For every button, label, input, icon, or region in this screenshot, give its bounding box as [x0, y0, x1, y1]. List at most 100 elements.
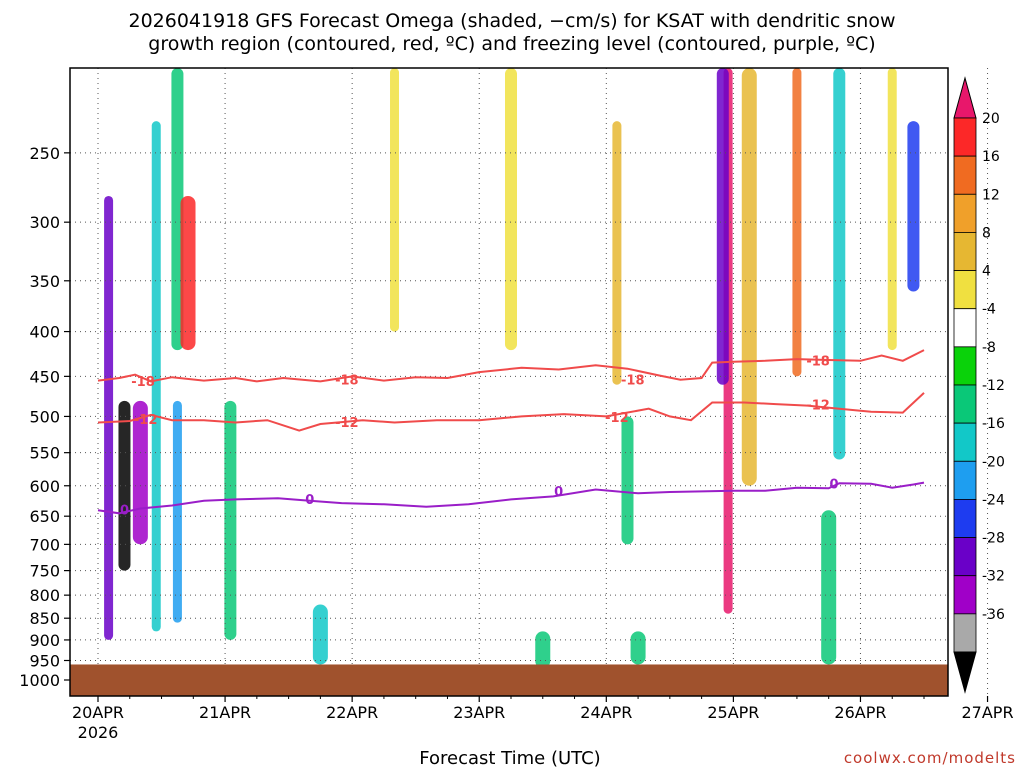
omega-shading	[104, 68, 920, 669]
colorbar-swatch	[953, 193, 977, 233]
contour-label: -12	[605, 411, 629, 426]
omega-cell	[312, 604, 328, 665]
x-axis-title: Forecast Time (UTC)	[419, 748, 600, 768]
colorbar-swatch	[953, 499, 977, 538]
colorbar-tick-label: 20	[982, 111, 1000, 127]
contour-label: -12	[134, 413, 158, 428]
x-tick-label: 24APR	[580, 703, 632, 722]
omega-cell	[180, 195, 196, 351]
colorbar-tick-label: -16	[982, 416, 1005, 432]
omega-cell	[390, 68, 400, 332]
ground-surface	[70, 664, 948, 696]
x-tick-label: 23APR	[453, 703, 505, 722]
x-tick-label: 20APR	[72, 703, 124, 722]
contour-label: -12	[335, 416, 359, 431]
y-tick-label: 450	[29, 367, 60, 386]
y-tick-label: 250	[29, 144, 60, 163]
colorbar-tick-label: -4	[982, 302, 996, 318]
omega-cell	[172, 400, 182, 623]
omega-cell	[741, 68, 757, 486]
omega-cell	[887, 68, 897, 351]
omega-cell	[821, 510, 837, 665]
colorbar-swatch	[953, 117, 977, 157]
contour-label: -12	[806, 399, 830, 414]
colorbar-swatch	[953, 270, 977, 310]
colorbar-swatch	[953, 613, 977, 653]
plot-frame	[69, 67, 949, 697]
x-axis: 20APR 21APR 22APR 23APR 24APR 25APR 26APR 27APR	[72, 696, 1014, 722]
contour-labels: -18 -18 -18 -18 -12 -12 -12 -12 0 0 0 0	[120, 355, 839, 519]
ground-fill	[70, 664, 948, 696]
x-tick-label: 27APR	[961, 703, 1013, 722]
contour-label: 0	[120, 503, 129, 518]
contour-label: 0	[829, 477, 838, 492]
chart-title-line-2: growth region (contoured, red, ºC) and f…	[148, 33, 875, 55]
x-axis-year-label: 2026	[78, 723, 119, 742]
plot-border	[69, 67, 949, 697]
colorbar-swatch	[953, 308, 977, 348]
colorbar-swatch	[953, 384, 977, 424]
y-tick-label: 550	[29, 444, 60, 463]
x-tick-label: 22APR	[326, 703, 378, 722]
y-tick-label: 300	[29, 213, 60, 232]
colorbar-tick-label: 16	[982, 149, 1000, 165]
colorbar-swatch	[953, 575, 977, 615]
colorbar-tick-label: -24	[982, 492, 1005, 508]
y-tick-label: 700	[29, 535, 60, 554]
colorbar-swatch	[953, 155, 977, 195]
colorbar-swatch	[953, 346, 977, 386]
contour-label: -18	[335, 374, 359, 389]
colorbar-swatch	[953, 460, 977, 500]
colorbar-swatch	[953, 537, 977, 577]
omega-cell	[104, 195, 114, 640]
y-tick-label: 1000	[19, 671, 60, 690]
colorbar-tick-label: 8	[982, 225, 991, 241]
omega-cell	[505, 68, 517, 351]
omega-cell	[792, 68, 802, 377]
y-tick-label: 750	[29, 562, 60, 581]
contour-label: 0	[305, 493, 314, 508]
omega-cell	[907, 121, 920, 292]
y-tick-label: 850	[29, 609, 60, 628]
x-tick-label: 25APR	[707, 703, 759, 722]
colorbar-swatch	[953, 422, 977, 462]
y-tick-label: 650	[29, 507, 60, 526]
contour-line-minus12	[97, 392, 925, 432]
chart-title-line-1: 2026041918 GFS Forecast Omega (shaded, −…	[128, 10, 895, 32]
omega-cell	[224, 400, 237, 640]
colorbar-tick-label: -32	[982, 569, 1005, 585]
y-tick-label: 800	[29, 586, 60, 605]
colorbar-tick-label: 12	[982, 187, 1000, 203]
y-tick-label: 950	[29, 651, 60, 670]
colorbar-tick-label: -36	[982, 607, 1005, 623]
colorbar-top-triangle	[953, 76, 977, 119]
colorbar: 20 16 12 8 4 -4 -8 -12 -16 -20 -24 -28 -32 -36	[953, 76, 1005, 694]
colorbar-bottom-triangle	[953, 651, 977, 694]
omega-cell	[630, 631, 646, 665]
omega-cell	[118, 400, 131, 571]
contour-label: 0	[554, 485, 563, 500]
omega-cell	[535, 631, 551, 669]
credit-text: coolwx.com/modelts	[844, 749, 1016, 767]
contour-line-0	[97, 481, 925, 515]
omega-cell	[716, 68, 729, 385]
y-tick-label: 500	[29, 407, 60, 426]
contour-line-minus18	[97, 349, 925, 383]
omega-cell	[621, 416, 634, 545]
colorbar-tick-label: -28	[982, 531, 1005, 547]
x-tick-label: 26APR	[834, 703, 886, 722]
omega-cell	[833, 68, 846, 460]
contour-label: -18	[806, 355, 830, 370]
omega-cell	[171, 68, 184, 351]
contour-lines	[97, 349, 925, 515]
contour-label: -18	[621, 374, 645, 389]
colorbar-tick-label: -8	[982, 340, 996, 356]
y-tick-label: 900	[29, 631, 60, 650]
omega-cell	[612, 121, 622, 385]
y-tick-label: 400	[29, 323, 60, 342]
colorbar-tick-label: -12	[982, 378, 1005, 394]
contour-label: -18	[131, 375, 155, 390]
x-tick-label: 21APR	[199, 703, 251, 722]
colorbar-tick-label: 4	[982, 264, 991, 280]
